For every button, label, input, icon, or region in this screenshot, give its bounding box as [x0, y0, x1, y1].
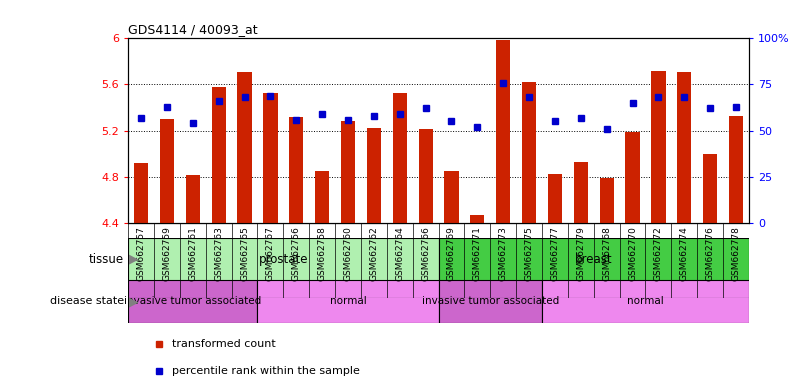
- Bar: [439, 238, 749, 280]
- Bar: [542, 280, 749, 323]
- Text: GSM662764: GSM662764: [395, 227, 405, 281]
- Text: GSM662757: GSM662757: [137, 227, 146, 281]
- Text: GSM662775: GSM662775: [525, 227, 533, 281]
- Bar: [729, 116, 743, 223]
- Bar: [470, 215, 485, 223]
- Text: ▶: ▶: [125, 295, 139, 308]
- Bar: [160, 119, 174, 223]
- Text: GSM662770: GSM662770: [628, 227, 637, 281]
- Text: GSM662772: GSM662772: [654, 227, 663, 281]
- Text: normal: normal: [330, 296, 366, 306]
- Bar: [134, 163, 148, 223]
- Bar: [626, 132, 640, 223]
- Text: GSM662774: GSM662774: [680, 227, 689, 281]
- Bar: [264, 93, 277, 223]
- Text: GSM662768: GSM662768: [602, 227, 611, 281]
- Text: GSM662779: GSM662779: [576, 227, 586, 281]
- Text: GSM662760: GSM662760: [344, 227, 352, 281]
- Bar: [315, 171, 329, 223]
- Text: GSM662763: GSM662763: [214, 227, 223, 281]
- Bar: [128, 238, 439, 280]
- Text: GSM662777: GSM662777: [550, 227, 559, 281]
- Bar: [600, 178, 614, 223]
- Bar: [289, 117, 304, 223]
- Bar: [392, 93, 407, 223]
- Bar: [418, 129, 433, 223]
- Text: transformed count: transformed count: [171, 339, 276, 349]
- Bar: [496, 40, 510, 223]
- Text: GSM662765: GSM662765: [240, 227, 249, 281]
- Text: invasive tumor associated: invasive tumor associated: [421, 296, 559, 306]
- Bar: [445, 171, 459, 223]
- Bar: [703, 154, 717, 223]
- Bar: [548, 174, 562, 223]
- Text: GSM662771: GSM662771: [473, 227, 482, 281]
- Text: GSM662776: GSM662776: [706, 227, 714, 281]
- Bar: [128, 280, 257, 323]
- Text: GSM662762: GSM662762: [369, 227, 378, 281]
- Text: GSM662778: GSM662778: [731, 227, 740, 281]
- Bar: [257, 280, 439, 323]
- Text: GSM662767: GSM662767: [266, 227, 275, 281]
- Text: percentile rank within the sample: percentile rank within the sample: [171, 366, 360, 376]
- Text: ▶: ▶: [125, 253, 139, 266]
- Text: GSM662758: GSM662758: [318, 227, 327, 281]
- Text: breast: breast: [575, 253, 613, 266]
- Text: GSM662761: GSM662761: [188, 227, 197, 281]
- Bar: [651, 71, 666, 223]
- Bar: [439, 280, 542, 323]
- Text: GSM662773: GSM662773: [499, 227, 508, 281]
- Bar: [677, 72, 691, 223]
- Text: GSM662756: GSM662756: [292, 227, 301, 281]
- Bar: [574, 162, 588, 223]
- Text: GDS4114 / 40093_at: GDS4114 / 40093_at: [128, 23, 258, 36]
- Text: GSM662766: GSM662766: [421, 227, 430, 281]
- Text: invasive tumor associated: invasive tumor associated: [124, 296, 261, 306]
- Text: GSM662769: GSM662769: [447, 227, 456, 281]
- Text: normal: normal: [627, 296, 664, 306]
- Text: GSM662759: GSM662759: [163, 227, 171, 281]
- Bar: [237, 72, 252, 223]
- Bar: [367, 128, 381, 223]
- Text: disease state: disease state: [50, 296, 124, 306]
- Text: prostate: prostate: [259, 253, 308, 266]
- Bar: [341, 121, 355, 223]
- Text: tissue: tissue: [89, 253, 124, 266]
- Bar: [522, 82, 536, 223]
- Bar: [186, 175, 200, 223]
- Bar: [211, 87, 226, 223]
